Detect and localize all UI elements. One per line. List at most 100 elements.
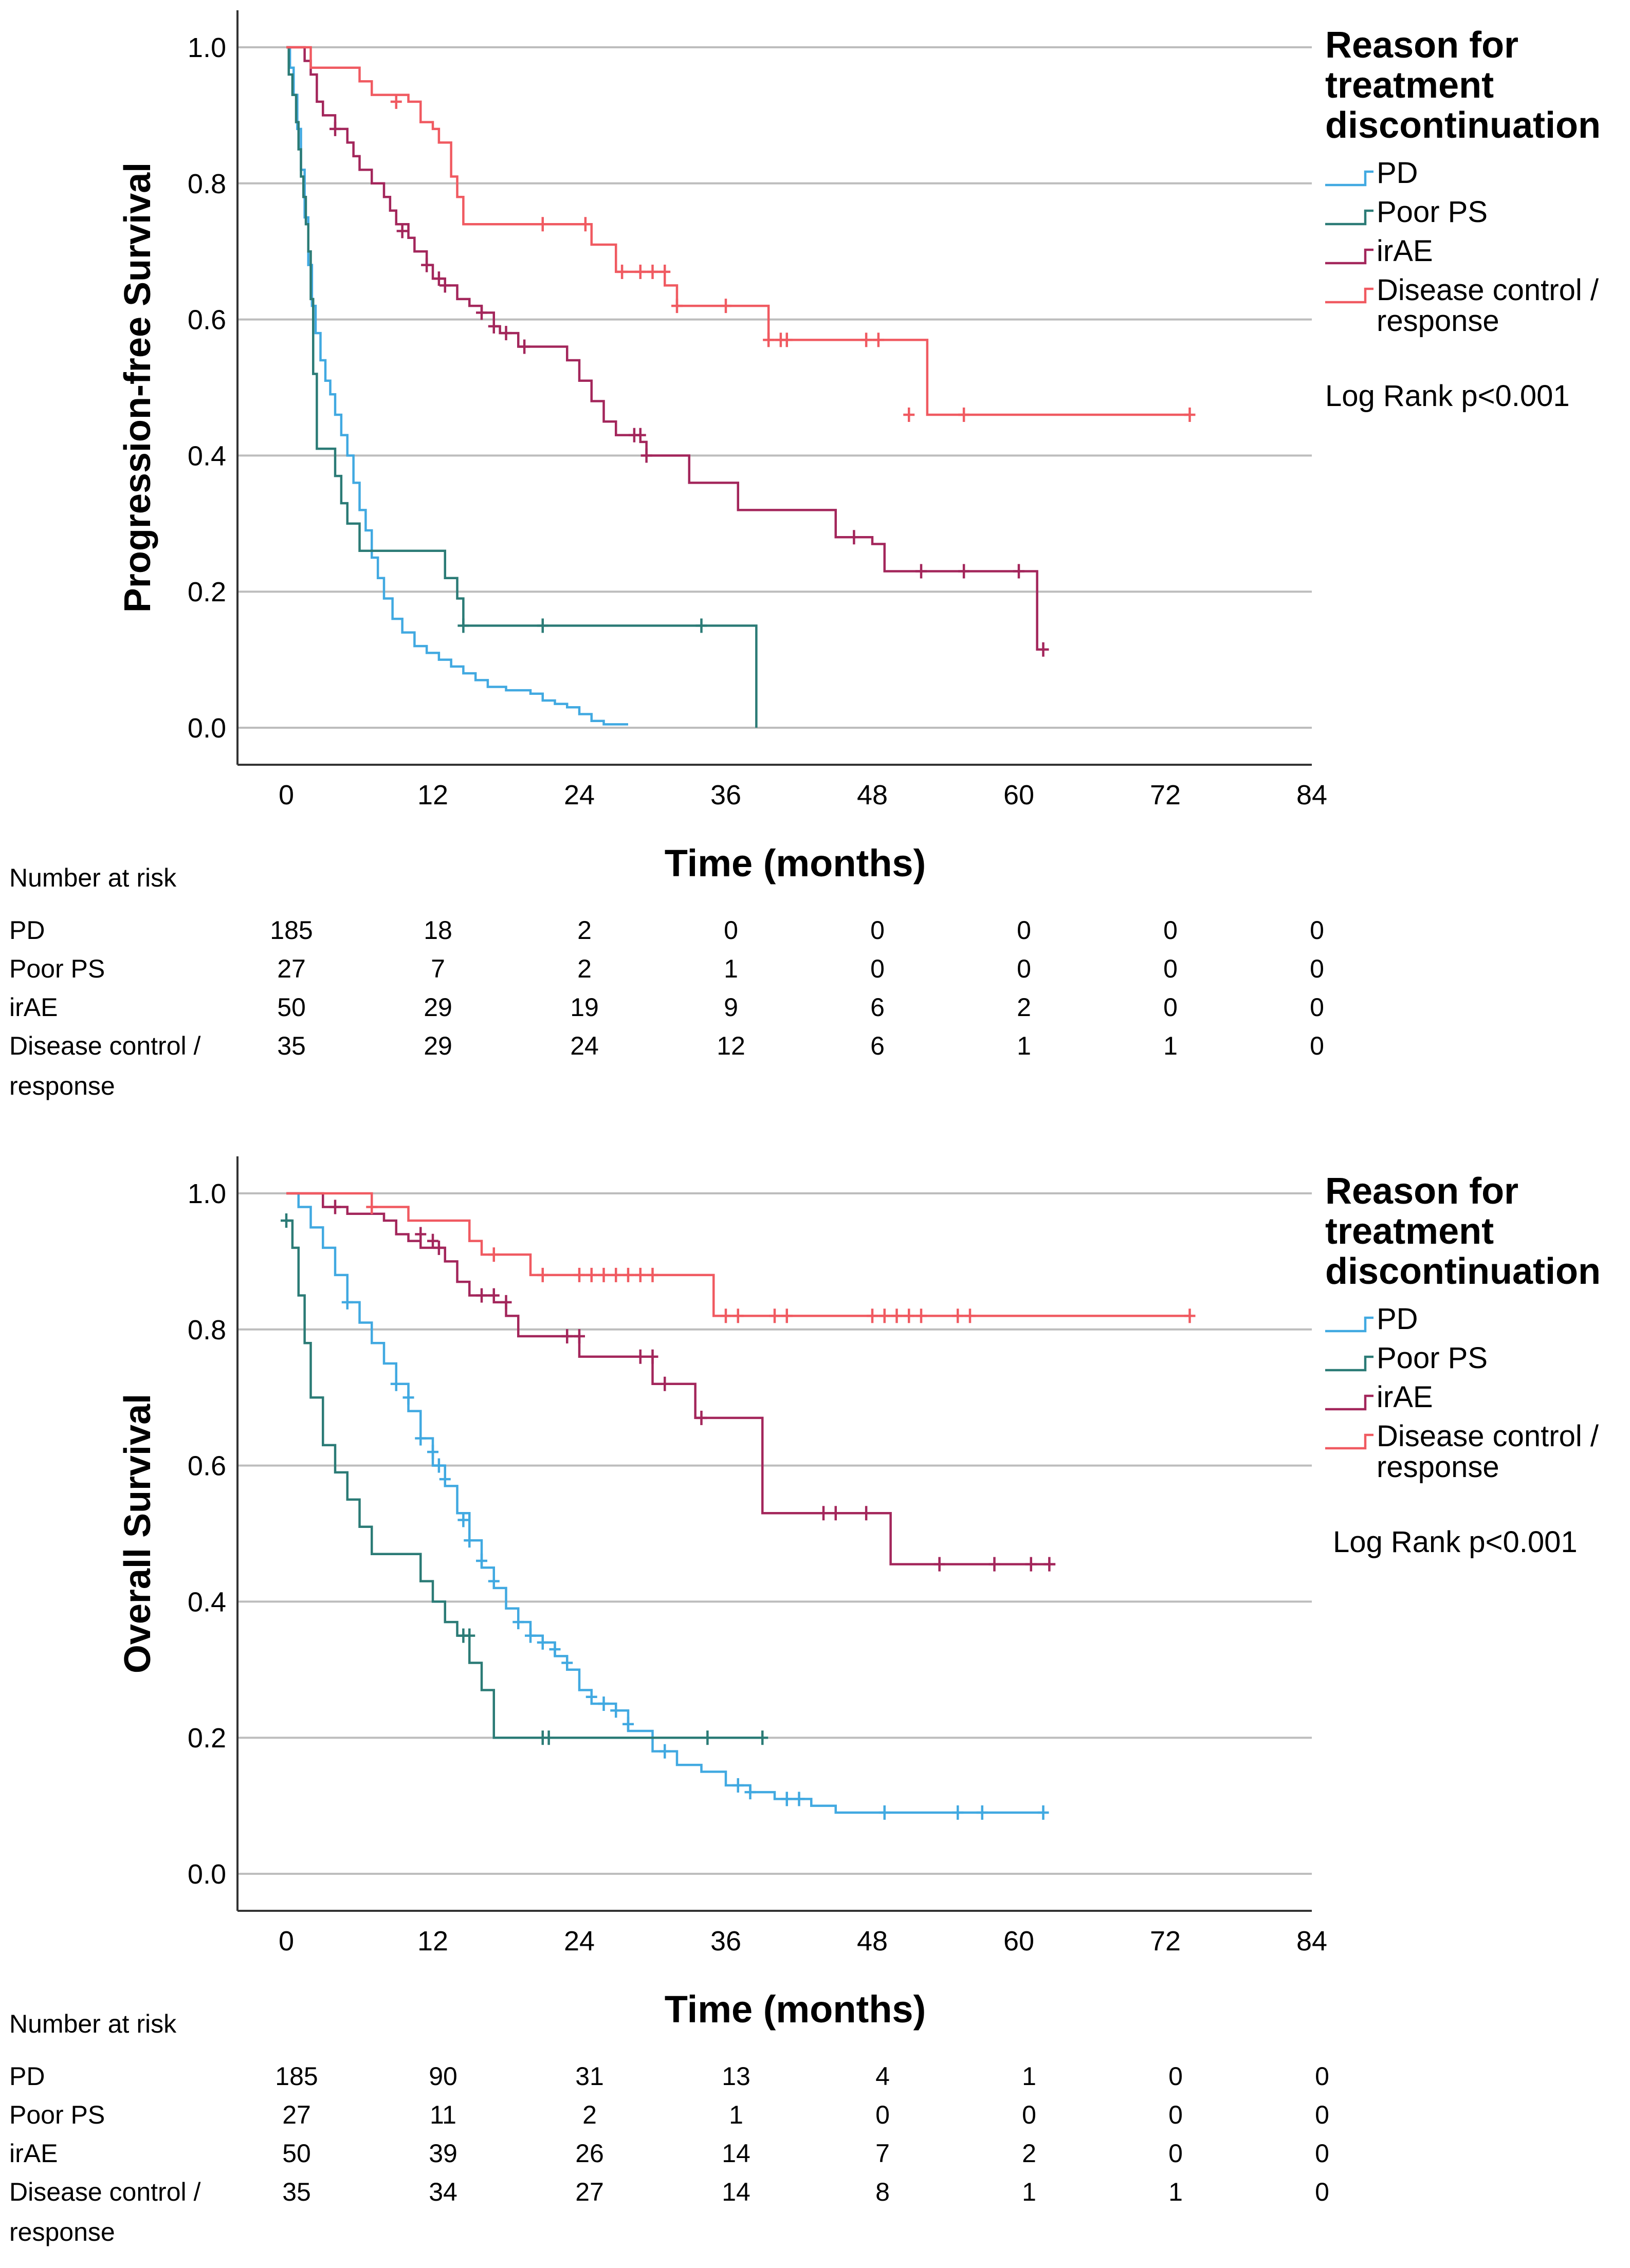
legend-item: PD — [1325, 1302, 1418, 1336]
legend-swatch — [1325, 1433, 1373, 1450]
risk-table-row: Disease control / response 35 29 24 12 6 1 1 0 — [9, 1031, 1324, 1100]
censor-mark — [744, 1785, 756, 1800]
y-axis-title: Overall Survival — [117, 1394, 158, 1673]
censor-mark — [616, 264, 628, 279]
os-chart: 0.00.20.40.60.81.00 12 24 36 48 60 72 84Overall… — [9, 1156, 1601, 2246]
censor-mark — [695, 1410, 707, 1425]
censor-mark — [860, 1506, 872, 1521]
censor-mark — [500, 1295, 512, 1310]
survival-curve — [286, 1192, 1190, 1317]
x-tick-label: 36 — [710, 780, 741, 810]
risk-value: 9 — [724, 993, 738, 1022]
legend-title-line: Reason for — [1325, 25, 1518, 66]
censor-mark — [488, 1247, 500, 1262]
risk-value: 12 — [717, 1031, 745, 1060]
legend-swatch — [1325, 1394, 1373, 1411]
censor-mark — [390, 94, 402, 109]
censor-mark — [537, 1635, 548, 1650]
censor-mark — [610, 1267, 622, 1282]
survival-curve — [286, 1219, 763, 1739]
censor-mark — [433, 1240, 445, 1255]
censor-mark — [574, 1267, 585, 1282]
risk-table-title: Number at risk — [9, 2009, 177, 2038]
censor-mark — [537, 217, 548, 232]
risk-value: 13 — [722, 2062, 750, 2091]
risk-value: 24 — [570, 1031, 599, 1060]
risk-value: 50 — [277, 993, 306, 1022]
censor-mark — [793, 1792, 805, 1806]
censor-mark — [732, 1778, 744, 1793]
censor-mark — [519, 339, 530, 354]
risk-value: 0 — [1310, 1031, 1324, 1060]
risk-table-row: Poor PS 27 7 2 1 0 0 0 0 — [9, 954, 1324, 983]
risk-value: 7 — [875, 2139, 890, 2168]
y-tick-label: 1.0 — [188, 32, 226, 63]
risk-value: 1 — [1022, 2062, 1036, 2091]
risk-row-label: PD — [9, 916, 45, 945]
risk-value: 29 — [424, 993, 452, 1022]
legend-swatch — [1325, 170, 1373, 187]
x-tick-label: 24 — [564, 1926, 595, 1957]
censor-mark — [958, 564, 970, 579]
legend-label: Poor PS — [1377, 1341, 1488, 1375]
y-tick-label: 0.4 — [188, 440, 226, 471]
censor-mark — [439, 278, 451, 293]
number-at-risk-table: Number at risk PD 185 18 2 0 0 0 0 0 Poor PS 27 7 2 1 0… — [9, 863, 1324, 1100]
risk-row-label: irAE — [9, 993, 58, 1022]
risk-value: 0 — [1310, 916, 1324, 945]
censor-mark — [488, 319, 500, 334]
risk-value: 6 — [870, 1031, 885, 1060]
censor-mark — [561, 1329, 573, 1344]
censor-mark — [329, 121, 341, 136]
risk-row-label: Poor PS — [9, 954, 105, 983]
censor-mark — [1025, 1557, 1037, 1572]
risk-value: 14 — [722, 2178, 750, 2206]
risk-value: 0 — [1022, 2100, 1036, 2129]
survival-curve — [286, 46, 1043, 651]
censor-mark — [769, 1308, 780, 1323]
risk-value: 0 — [1315, 2178, 1329, 2206]
censor-mark — [525, 1628, 536, 1643]
x-tick-label: 60 — [1003, 780, 1034, 810]
censor-mark — [610, 1703, 622, 1718]
legend-label: irAE — [1377, 1380, 1433, 1414]
legend-title-line: treatment — [1325, 65, 1494, 106]
censor-mark — [640, 448, 652, 463]
x-tick-label: 24 — [564, 780, 595, 810]
censor-mark — [878, 1308, 890, 1323]
risk-value: 0 — [870, 916, 885, 945]
risk-value: 34 — [429, 2178, 457, 2206]
x-tick-label: 48 — [857, 780, 888, 810]
censor-mark — [537, 618, 548, 633]
risk-value: 1 — [1163, 1031, 1178, 1060]
censor-mark — [732, 1308, 744, 1323]
censor-mark — [622, 1717, 634, 1731]
legend-item: irAE — [1325, 1380, 1433, 1414]
legend-label: response — [1377, 304, 1499, 338]
y-tick-label: 0.6 — [188, 1451, 226, 1482]
legend-item: Disease control /response — [1325, 1419, 1599, 1484]
risk-value: 2 — [1022, 2139, 1036, 2168]
legend-title-line: treatment — [1325, 1211, 1494, 1252]
risk-value: 11 — [430, 2100, 456, 2129]
censor-mark — [659, 264, 671, 279]
censor-mark — [427, 1445, 438, 1460]
risk-value: 1 — [724, 954, 738, 983]
censor-mark — [647, 264, 658, 279]
censor-mark — [457, 618, 469, 633]
risk-value: 18 — [424, 916, 452, 945]
legend-item: Disease control /response — [1325, 273, 1599, 338]
censor-mark — [585, 1689, 597, 1704]
censor-mark — [476, 305, 487, 320]
risk-value: 1 — [1168, 2178, 1183, 2206]
censor-mark — [464, 1628, 475, 1643]
series-poor-ps — [286, 46, 758, 728]
risk-value: 2 — [582, 2100, 597, 2129]
x-tick-label: 12 — [417, 780, 448, 810]
censor-mark — [622, 1267, 634, 1282]
risk-value: 35 — [277, 1031, 306, 1060]
censor-mark — [958, 407, 970, 422]
censor-mark — [671, 299, 683, 314]
